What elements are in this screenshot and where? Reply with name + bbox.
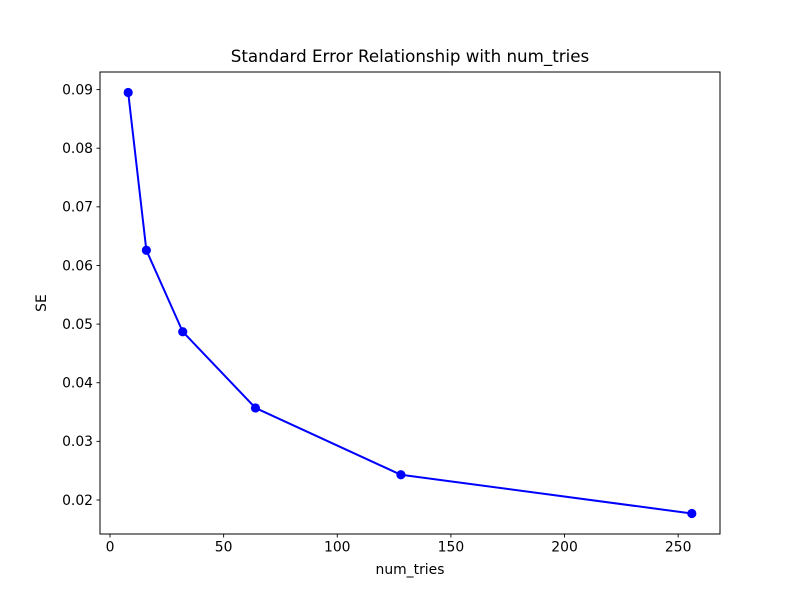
- data-point-marker: [141, 245, 151, 255]
- chart-title: Standard Error Relationship with num_tri…: [231, 46, 589, 67]
- data-point-marker: [250, 403, 261, 413]
- x-tick-label: 50: [215, 540, 233, 556]
- plot-area: 0 50 100 150 200 250 0.02 0.03 0.04 0.05 0.06 0.07 0…: [62, 71, 721, 556]
- data-point-marker: [123, 87, 133, 98]
- axes-frame: [99, 71, 721, 535]
- y-tick-label: 0.06: [62, 258, 93, 274]
- data-point-marker: [687, 508, 697, 519]
- x-axis-label: num_tries: [376, 562, 445, 578]
- y-axis-label: SE: [34, 294, 50, 312]
- data-point-marker: [396, 470, 406, 480]
- x-tick-label: 100: [324, 540, 351, 556]
- y-tick-label: 0.04: [62, 376, 93, 392]
- y-tick-label: 0.02: [62, 493, 93, 509]
- x-tick-label: 200: [551, 540, 578, 556]
- y-tick-label: 0.09: [62, 82, 93, 98]
- y-tick-label: 0.07: [62, 200, 93, 216]
- series-line: [127, 91, 693, 515]
- y-tick-label: 0.05: [62, 317, 93, 333]
- x-tick-label: 250: [665, 540, 692, 556]
- x-tick-label: 0: [106, 540, 115, 556]
- x-tick-label: 150: [438, 540, 465, 556]
- data-point-marker: [178, 327, 188, 337]
- y-tick-label: 0.08: [62, 141, 93, 157]
- y-tick-label: 0.03: [62, 434, 93, 450]
